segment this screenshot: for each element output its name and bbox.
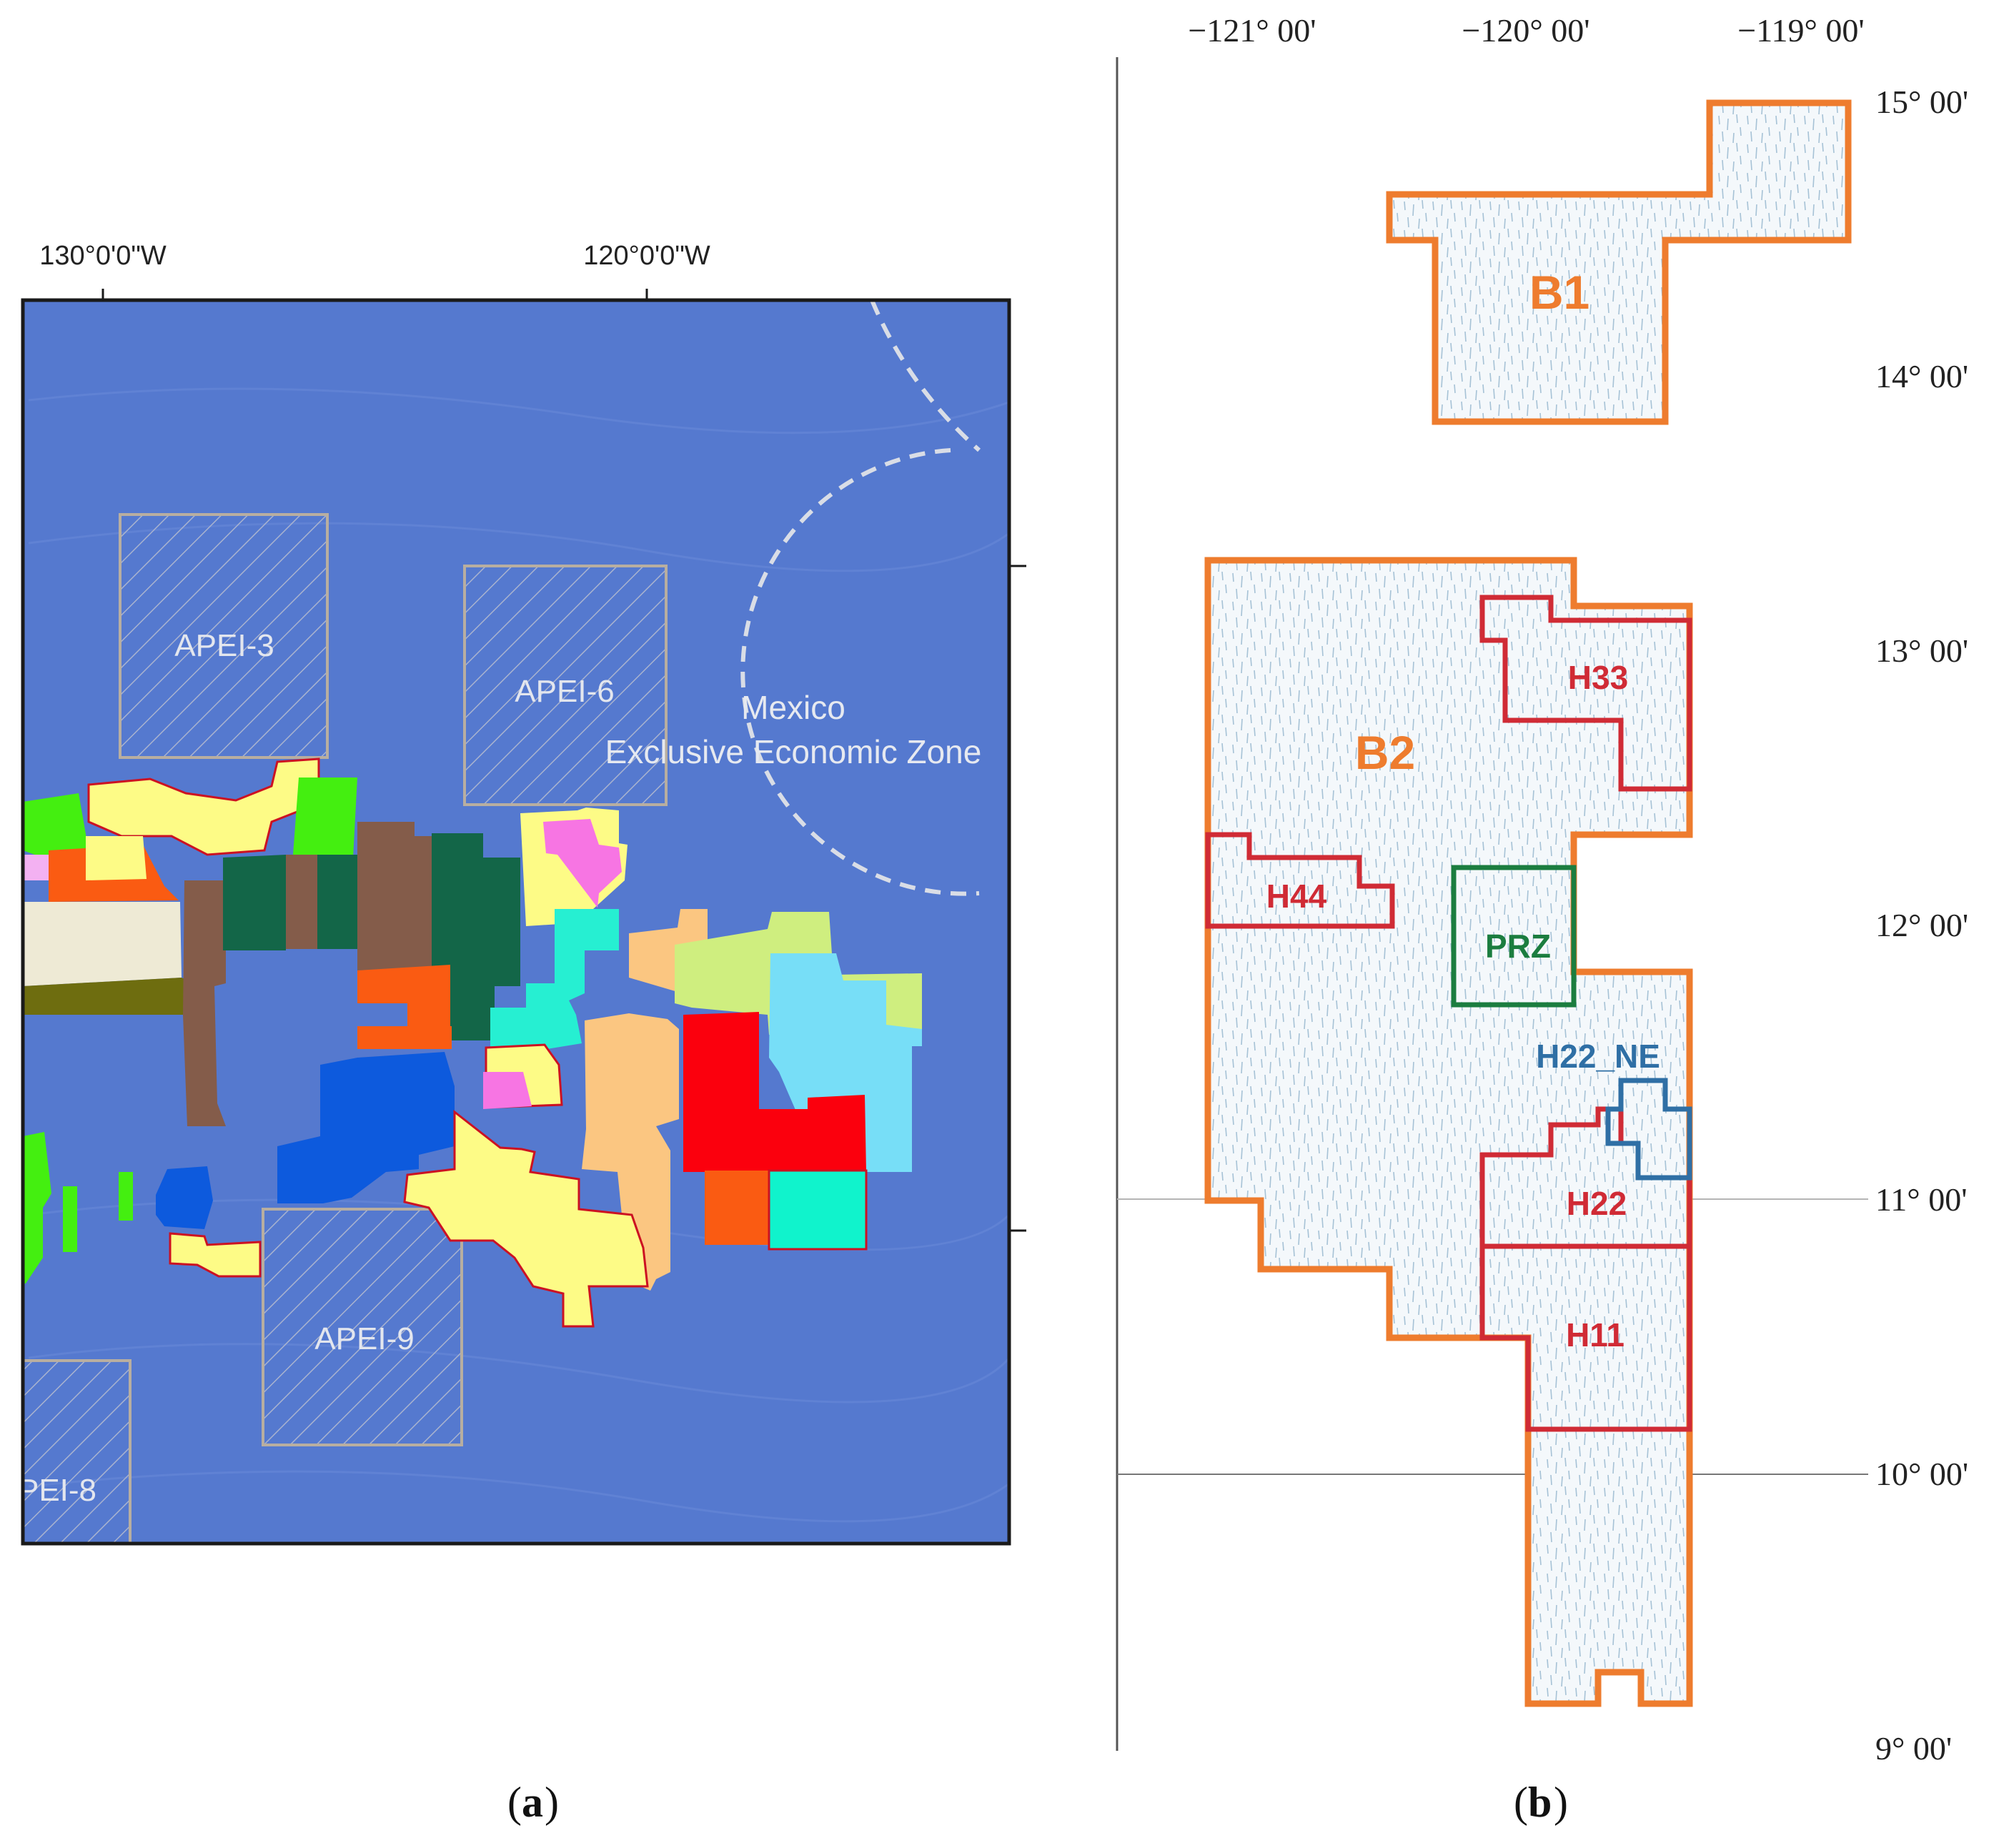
eez-boundary-circle bbox=[740, 448, 980, 896]
eez-label-mexico: Mexico bbox=[741, 689, 845, 726]
lon-label-120: −120° 00' bbox=[1462, 12, 1589, 49]
label-h44: H44 bbox=[1266, 878, 1327, 915]
svg-text:a: a bbox=[522, 1779, 543, 1826]
area-lilac bbox=[23, 855, 49, 880]
apei-8-label: PEI-8 bbox=[18, 1473, 96, 1508]
area-mint bbox=[768, 1169, 868, 1251]
label-prz: PRZ bbox=[1485, 928, 1551, 965]
label-h22: H22 bbox=[1567, 1185, 1627, 1222]
area-yellow-small bbox=[86, 836, 147, 880]
area-red bbox=[683, 1012, 866, 1172]
label-b1: B1 bbox=[1529, 266, 1589, 319]
area-orange-br bbox=[705, 1171, 769, 1245]
area-green-small3 bbox=[63, 1186, 77, 1252]
area-brown-2 bbox=[286, 855, 317, 949]
area-dkgreen-3 bbox=[432, 833, 520, 1040]
eez-label-zone: Exclusive Economic Zone bbox=[605, 733, 982, 770]
label-h11: H11 bbox=[1566, 1316, 1625, 1353]
area-brown-3 bbox=[357, 822, 432, 973]
area-yellow-bottom bbox=[403, 1109, 649, 1328]
svg-text:(: ( bbox=[1514, 1779, 1528, 1826]
apei-6-label: APEI-6 bbox=[515, 674, 614, 709]
lon-label-120w: 120°0'0"W bbox=[583, 241, 710, 271]
area-cream bbox=[23, 902, 182, 986]
eez-boundary-upper bbox=[870, 300, 981, 452]
area-olive bbox=[23, 900, 204, 1015]
area-green-small bbox=[293, 778, 357, 858]
area-dkgreen-2 bbox=[317, 855, 360, 949]
panel-b-map: −121° 00' −120° 00' −119° 00' 15° 00' 14… bbox=[1116, 12, 1968, 1826]
area-h44 bbox=[1205, 832, 1395, 929]
lon-label-121: −121° 00' bbox=[1188, 12, 1316, 49]
label-b2: B2 bbox=[1355, 726, 1415, 779]
area-pink-small bbox=[483, 1072, 532, 1109]
apei-6-box bbox=[463, 565, 668, 806]
label-h22-ne: H22_NE bbox=[1536, 1038, 1660, 1075]
area-blue bbox=[277, 1052, 455, 1203]
apei-9-box bbox=[262, 1208, 463, 1446]
caption-b: ( b ) bbox=[1514, 1779, 1568, 1826]
lon-label-119: −119° 00' bbox=[1737, 12, 1864, 49]
svg-text:b: b bbox=[1528, 1779, 1552, 1826]
lat-label-13: 13° 00' bbox=[1875, 632, 1968, 669]
lat-label-14: 14° 00' bbox=[1875, 358, 1968, 394]
area-prz bbox=[1451, 865, 1577, 1008]
area-h33 bbox=[1479, 595, 1692, 792]
area-blue-small bbox=[156, 1166, 213, 1229]
area-peach bbox=[582, 1013, 679, 1291]
area-pink bbox=[543, 819, 622, 908]
area-h22-ne bbox=[1605, 1078, 1692, 1181]
lon-label-130w: 130°0'0"W bbox=[39, 241, 167, 271]
area-aqua bbox=[490, 909, 619, 1065]
area-green-left bbox=[23, 793, 89, 858]
area-b1 bbox=[1386, 99, 1852, 425]
area-green-small2 bbox=[119, 1172, 133, 1221]
panel-a-map: 130°0'0"W 120°0'0"W bbox=[18, 241, 1026, 1826]
lat-label-12: 12° 00' bbox=[1875, 907, 1968, 943]
lat-label-10: 10° 00' bbox=[1875, 1456, 1968, 1492]
area-green-left2 bbox=[23, 1132, 51, 1283]
apei-3-box bbox=[119, 513, 329, 759]
apei-8-box bbox=[23, 1359, 132, 1544]
svg-text:): ) bbox=[545, 1779, 559, 1826]
area-dkgreen-1 bbox=[223, 855, 286, 950]
area-h11 bbox=[1479, 1243, 1692, 1432]
area-orange-mid bbox=[357, 965, 450, 1026]
svg-text:): ) bbox=[1554, 1779, 1568, 1826]
area-sky bbox=[769, 953, 922, 1172]
label-h33: H33 bbox=[1568, 659, 1628, 696]
svg-text:(: ( bbox=[507, 1779, 522, 1826]
caption-a: ( a ) bbox=[507, 1779, 559, 1826]
area-yellow-tiny bbox=[169, 1232, 262, 1278]
apei-9-label: APEI-9 bbox=[314, 1321, 414, 1356]
lat-label-15: 15° 00' bbox=[1875, 84, 1968, 120]
lat-label-11: 11° 00' bbox=[1875, 1181, 1967, 1218]
area-brown-1 bbox=[183, 880, 226, 1126]
area-b2 bbox=[1204, 557, 1693, 1707]
area-orange-strip bbox=[357, 1026, 452, 1049]
lat-label-9: 9° 00' bbox=[1875, 1730, 1952, 1767]
contract-areas bbox=[23, 757, 922, 1328]
panel-a-frame bbox=[21, 298, 1011, 1546]
apei-3-label: APEI-3 bbox=[174, 628, 274, 663]
